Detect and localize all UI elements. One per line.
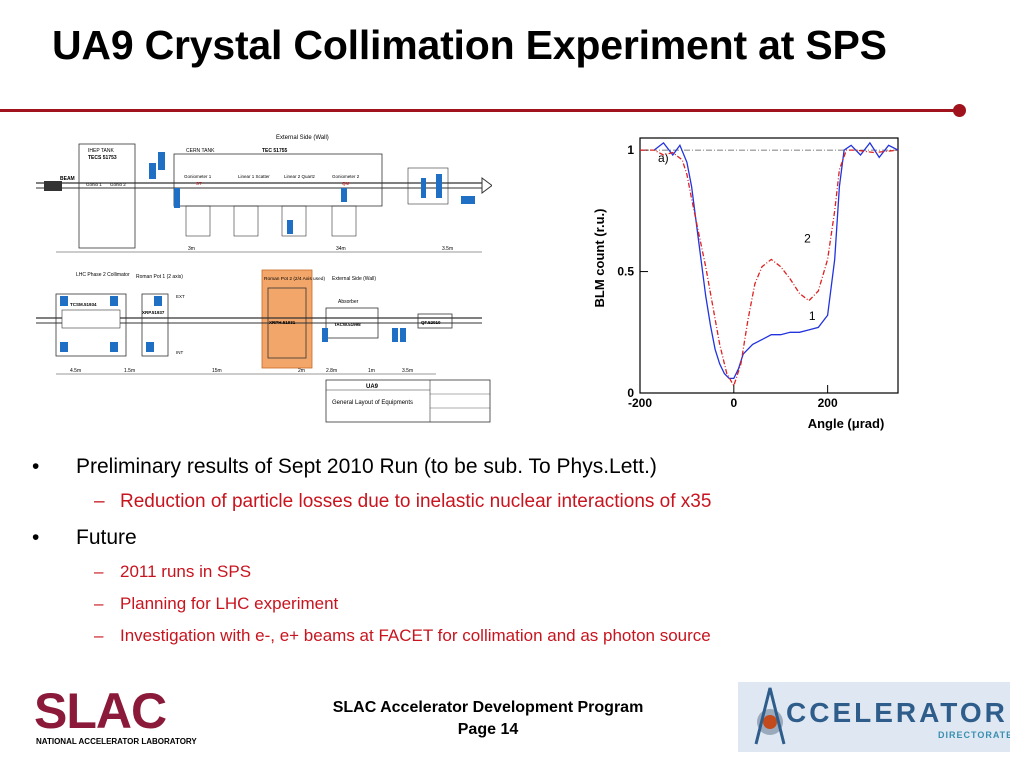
accelerator-directorate-logo: CCELERATOR DIRECTORATE: [738, 682, 1010, 752]
general-layout-label: General Layout of Equipments: [332, 400, 413, 406]
equipment-layout-diagram: External Side (Wall) IHEP TANK TECS 5175…: [36, 135, 492, 423]
sub-bullet-reduction: Reduction of particle losses due to inel…: [28, 488, 988, 523]
gonio1-label: Gonio 1: [86, 182, 102, 187]
cern-tank-box: [173, 153, 383, 207]
sub-bullet-2011-runs: 2011 runs in SPS: [28, 559, 988, 591]
bullet-future: Future: [28, 523, 988, 559]
linear1-label: Linear 1 Scatter: [238, 174, 270, 179]
slide-title: UA9 Crystal Collimation Experiment at SP…: [52, 22, 887, 68]
series-label-1: 1: [809, 309, 816, 323]
ihep-tank-box: [78, 143, 136, 249]
roman-pot2-label: Roman Pot 2 (2/4 Axis used): [264, 276, 325, 282]
tec-label: TEC 51755: [262, 148, 288, 154]
footer-program: SLAC Accelerator Development Program: [332, 699, 644, 716]
title-divider-dot: [953, 104, 966, 117]
ihep-tank-label: IHEP TANK: [88, 148, 115, 154]
beam-label: BEAM: [60, 176, 75, 182]
dim-1m: 1m: [368, 368, 375, 374]
panel-label: a): [658, 151, 669, 165]
y-axis-label: BLM count (r.u.): [592, 209, 607, 308]
bullet-preliminary-results: Preliminary results of Sept 2010 Run (to…: [28, 452, 988, 488]
gonio2-label: Gonio 2: [110, 182, 126, 187]
dim-2-8m: 2.8m: [326, 368, 337, 374]
qm-label: QM: [342, 181, 350, 186]
st-label: ST: [196, 181, 202, 186]
int-label: INT: [176, 350, 184, 355]
dim-3-5m-b: 3.5m: [402, 368, 413, 374]
ext-side-wall-label-2: External Side (Wall): [332, 276, 376, 282]
series-line-1: [653, 141, 899, 380]
dim-4-5m: 4.5m: [70, 368, 81, 374]
title-block: [325, 379, 491, 423]
ua9-label: UA9: [366, 384, 379, 390]
dim-3m: 3m: [188, 246, 195, 252]
absorber-label: Absorber: [338, 299, 359, 305]
x-tick-label: 0: [730, 396, 737, 410]
svg-text:CCELERATOR: CCELERATOR: [786, 697, 1008, 728]
dim-15m: 15m: [212, 368, 222, 374]
goniometer2-label: Goniometer 2: [332, 174, 360, 179]
dim-34m: 34m: [336, 246, 346, 252]
footer: SLAC Accelerator Development Program Pag…: [288, 697, 688, 741]
x-axis-label: Angle (μrad): [808, 416, 885, 431]
qf-label: QF.52010: [421, 320, 441, 325]
tecs-label: TECS 51753: [88, 155, 117, 161]
sub-bullet-lhc-planning: Planning for LHC experiment: [28, 591, 988, 623]
series-line-2: [640, 149, 899, 388]
svg-text:SLAC: SLAC: [34, 683, 166, 739]
cern-tank-label: CERN TANK: [186, 148, 215, 154]
sub-bullet-facet: Investigation with e-, e+ beams at FACET…: [28, 623, 988, 655]
bullet-list: Preliminary results of Sept 2010 Run (to…: [28, 452, 988, 655]
page-number: Page 14: [457, 721, 519, 738]
y-tick-label: 0: [627, 386, 634, 400]
ext-side-wall-label: External Side (Wall): [276, 135, 329, 141]
xrp1-label: XRP.51937: [142, 310, 165, 315]
x-tick-label: 200: [818, 396, 838, 410]
svg-text:DIRECTORATE: DIRECTORATE: [938, 730, 1010, 740]
lhc-phase2-label: LHC Phase 2 Collimator: [76, 272, 130, 278]
goniometer1-label: Goniometer 1: [184, 174, 212, 179]
xrph-label: XRPH.51931: [269, 320, 296, 325]
series-label-2: 2: [804, 231, 811, 245]
title-divider: [0, 109, 960, 112]
dim-2m: 2m: [298, 368, 305, 374]
dim-3-5m: 3.5m: [442, 246, 453, 252]
plot-frame: [639, 137, 899, 394]
roman-pot2-highlight: [261, 269, 313, 369]
blm-count-chart: a) BLM count (r.u.) Angle (μrad) -200 0 20…: [592, 137, 899, 431]
x-tick-label: -200: [628, 396, 652, 410]
dim-1-5m: 1.5m: [124, 368, 135, 374]
slac-logo: SLAC NATIONAL ACCELERATOR LABORATORY: [34, 683, 197, 746]
linear2-label: Linear 2 Quartz: [284, 174, 316, 179]
y-tick-label: 1: [627, 143, 634, 157]
tacw-label: TACW.51998: [334, 322, 361, 327]
roman-pot1-label: Roman Pot 1 (2 axis): [136, 274, 183, 280]
y-tick-label: 0.5: [617, 265, 634, 279]
ext-label: EXT: [176, 294, 185, 299]
tcsm-label: TCSM.51934: [70, 302, 97, 307]
svg-text:NATIONAL ACCELERATOR LABORATOR: NATIONAL ACCELERATOR LABORATORY: [36, 737, 197, 746]
